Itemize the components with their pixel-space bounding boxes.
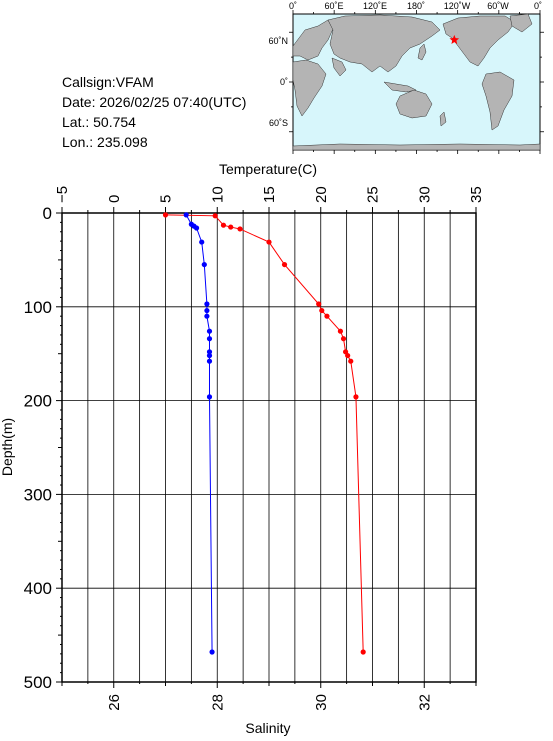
map-top-labels: 0˚ 60˚E 120˚E 180˚ 120˚W 60˚W 0˚ [289,1,542,11]
map-lon-label: 180˚ [407,1,425,11]
depth-tick-label: 100 [24,298,52,317]
map-lon-label: 0˚ [534,1,542,11]
map-lat-label: 60˚S [269,118,288,128]
salinity-point [206,336,213,342]
temperature-point [324,313,330,319]
temperature-point [281,261,288,268]
map-frame-ticks [289,10,544,154]
salinity-point [206,349,213,355]
temperature-point [360,649,366,655]
temperature-point [237,226,243,232]
map-lon-label: 60˚W [487,1,509,11]
temperature-point [348,358,354,364]
temperature-axis-title: Temperature(C) [219,161,317,177]
temperature-point [340,336,347,342]
map-lat-label: 0˚ [280,77,288,87]
station-info: Callsign:VFAM Date: 2026/02/25 07:40(UTC… [62,74,246,150]
temperature-point [345,352,351,359]
temperature-point [228,224,234,230]
depth-tick-label: 500 [24,673,52,692]
salinity-tick-label: 30 [313,694,330,711]
salinity-point [199,239,205,245]
map-lon-label: 0˚ [289,1,297,11]
depth-tick-label: 300 [24,485,52,504]
temperature-series [162,212,366,655]
salinity-point [206,358,213,364]
salinity-point [183,212,189,218]
salinity-point [201,261,207,268]
temperature-point [353,394,359,400]
salinity-point [204,313,210,319]
depth-tick-label: 0 [43,204,52,223]
salinity-tick-label: 32 [416,694,433,711]
salinity-point [204,307,210,314]
temperature-point [220,222,227,228]
map-lon-label: 120˚W [444,1,471,11]
temperature-tick-label: 20 [313,186,330,203]
salinity-series [183,212,215,655]
profile-chart: −5 0 5 10 15 20 25 30 35 26 28 30 32 01002003004005… [0,161,485,736]
salinity-point [206,394,213,400]
temperature-tick-label: 10 [209,186,226,203]
temperature-point [212,213,218,219]
depth-tick-label: 400 [24,579,52,598]
temperature-tick-label: 25 [365,186,382,203]
depth-axis-ticks: 0 100 200 300 400 500 [24,204,62,692]
callsign-text: Callsign:VFAM [62,74,154,90]
map-lat-label: 60˚N [268,36,288,46]
temperature-tick-label: 15 [261,186,278,203]
temperature-point [266,239,272,245]
salinity-tick-label: 28 [209,694,226,711]
salinity-point [193,225,200,231]
salinity-axis-title: Salinity [245,720,290,736]
salinity-point [206,352,213,359]
temperature-point [337,328,344,334]
temperature-point [316,301,322,307]
map-land [292,13,541,151]
temperature-tick-label: 30 [416,186,433,203]
longitude-text: Lon.: 235.098 [62,134,148,150]
date-text: Date: 2026/02/25 07:40(UTC) [62,94,246,110]
temperature-tick-label: 0 [106,195,123,203]
depth-axis-title: Depth(m) [0,418,15,476]
temperature-tick-label: 35 [468,186,485,203]
map-lon-label: 120˚E [363,1,387,11]
temperature-point [162,212,169,218]
temperature-tick-label: 5 [158,195,175,203]
salinity-point [206,328,213,334]
map-left-labels: 60˚N 0˚ 60˚S [268,36,288,128]
station-star [449,34,460,44]
station-marker-star [449,34,460,44]
world-map: 0˚ 60˚E 120˚E 180˚ 120˚W 60˚W 0˚ 60˚N 0˚… [268,1,544,154]
series-layer [162,212,366,655]
salinity-axis-ticks: 26 28 30 32 [61,682,477,711]
salinity-tick-label: 26 [106,694,123,711]
temperature-axis-ticks: −5 0 5 10 15 20 25 30 35 [54,186,485,213]
map-lon-label: 60˚E [324,1,343,11]
salinity-point [209,649,215,655]
depth-tick-label: 200 [24,392,52,411]
temperature-point [319,307,325,314]
latitude-text: Lat.: 50.754 [62,114,136,130]
salinity-point [204,301,210,307]
temperature-tick-label: −5 [54,186,71,203]
